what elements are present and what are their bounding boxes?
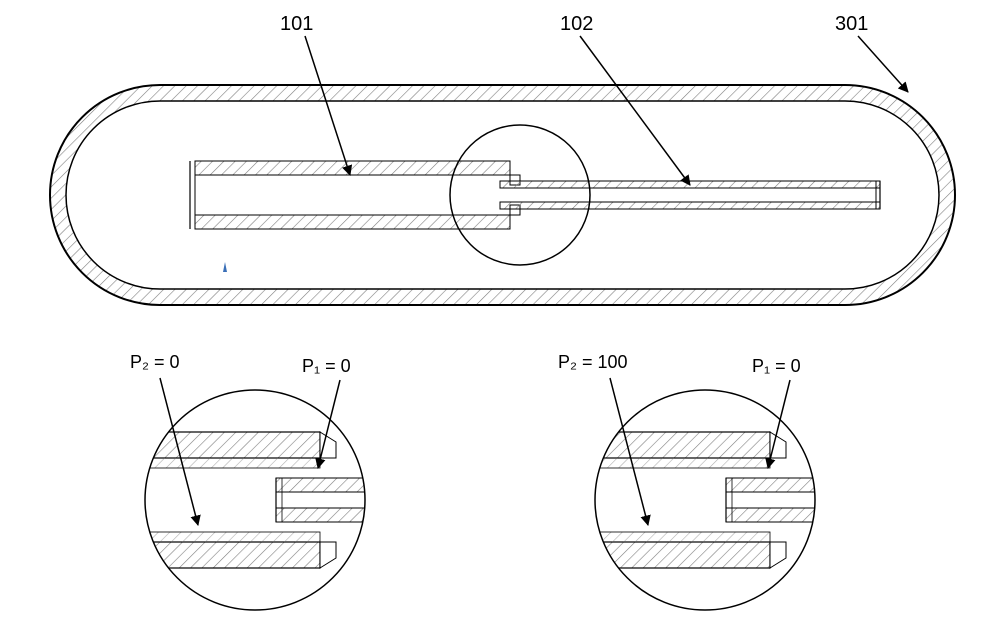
technical-diagram: 101 102 301 <box>0 0 1000 631</box>
label-102: 102 <box>560 13 593 35</box>
leader-301 <box>858 36 908 92</box>
detail-right: P₂ = 100 P₁ = 0 <box>558 352 836 610</box>
main-assembly: 101 102 301 <box>50 13 955 305</box>
label-301: 301 <box>835 13 868 35</box>
detail-left: P₂ = 0 P₁ = 0 <box>130 352 386 610</box>
label-p2-left: P₂ = 0 <box>130 352 180 372</box>
label-101: 101 <box>280 13 313 35</box>
label-p1-left: P₁ = 0 <box>302 356 351 376</box>
label-p1-right: P₁ = 0 <box>752 356 801 376</box>
label-p2-right: P₂ = 100 <box>558 352 628 372</box>
